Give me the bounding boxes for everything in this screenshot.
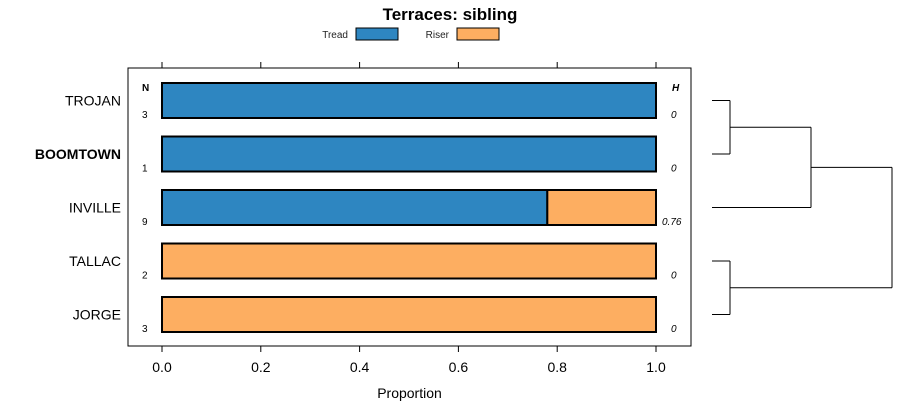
n-value-boomtown: 1 (142, 164, 148, 175)
n-value-trojan: 3 (142, 110, 148, 121)
legend-swatch-riser (456, 27, 500, 41)
x-tick-label: 1.0 (646, 359, 666, 375)
row-label-inville: INVILLE (69, 200, 121, 216)
x-tick-label: 0.2 (251, 359, 271, 375)
chart-title: Terraces: sibling (383, 5, 518, 24)
legend: Tread Riser (322, 27, 500, 41)
bar-trojan-tread (161, 82, 657, 119)
bars (161, 82, 658, 333)
h-column-header: H (672, 83, 680, 94)
n-value-jorge: 3 (142, 324, 148, 335)
row-label-trojan: TROJAN (65, 93, 121, 109)
bar-inville-tread (161, 189, 549, 226)
h-value-boomtown: 0 (671, 164, 677, 175)
row-label-tallac: TALLAC (69, 253, 121, 269)
row-label-jorge: JORGE (73, 307, 121, 323)
h-value-inville: 0.76 (662, 217, 682, 228)
legend-label-tread: Tread (322, 30, 348, 41)
x-axis: 0.0 0.2 0.4 0.6 0.8 1.0 (152, 62, 666, 375)
h-value-tallac: 0 (671, 271, 677, 282)
h-value-trojan: 0 (671, 110, 677, 121)
h-value-jorge: 0 (671, 324, 677, 335)
x-axis-title: Proportion (377, 385, 442, 401)
bar-inville-riser (546, 189, 658, 226)
bar-jorge-riser (161, 296, 657, 333)
dendrogram (712, 100, 893, 315)
n-column-header: N (142, 83, 149, 94)
bar-tallac-riser (161, 242, 657, 280)
n-value-tallac: 2 (142, 271, 148, 282)
x-tick-label: 0.8 (547, 359, 567, 375)
plot-frame (127, 67, 692, 347)
legend-label-riser: Riser (426, 30, 450, 41)
x-tick-label: 0.6 (449, 359, 469, 375)
n-value-inville: 9 (142, 217, 148, 228)
bar-boomtown-tread (161, 135, 657, 173)
n-h-columns: N H 3 0 1 0 9 0.76 2 0 3 0 (142, 83, 682, 335)
x-tick-label: 0.0 (152, 359, 172, 375)
row-labels: TROJAN BOOMTOWN INVILLE TALLAC JORGE (35, 93, 121, 323)
row-label-boomtown: BOOMTOWN (35, 146, 121, 162)
legend-swatch-tread (355, 27, 399, 41)
x-tick-label: 0.4 (350, 359, 370, 375)
